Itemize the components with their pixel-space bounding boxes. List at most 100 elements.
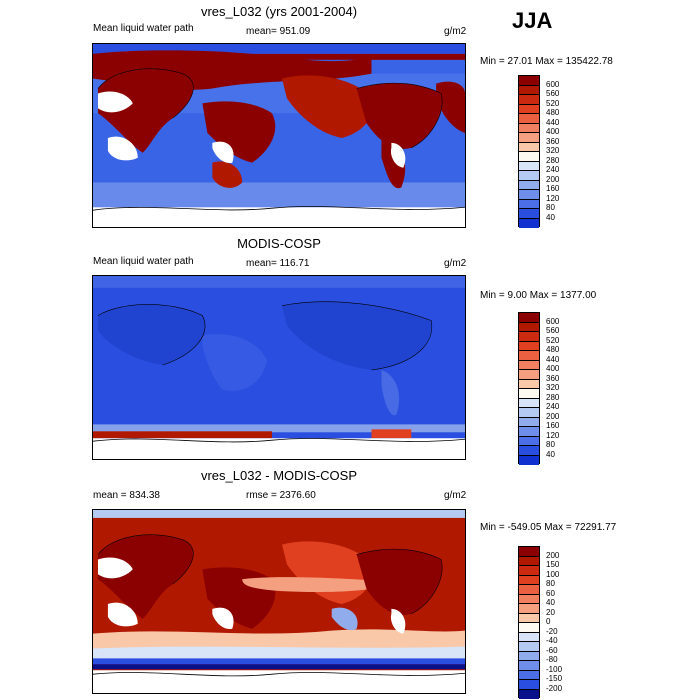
colorbar-swatch <box>519 417 539 427</box>
colorbar-level-label: 280 <box>546 392 560 402</box>
colorbar-level-label: -150 <box>546 674 563 683</box>
panel-3-colorbar <box>518 546 540 699</box>
colorbar-swatch <box>519 408 539 418</box>
colorbar-swatch <box>519 341 539 351</box>
panel-2-map <box>92 275 466 460</box>
panel-1-left-label: Mean liquid water path <box>93 23 194 34</box>
colorbar-swatch <box>519 379 539 389</box>
colorbar-swatch <box>519 651 539 661</box>
panel-1-map <box>92 43 466 228</box>
colorbar-level-label: 160 <box>546 184 560 193</box>
colorbar-swatch <box>519 604 539 614</box>
colorbar-level-label: 40 <box>546 212 555 222</box>
colorbar-level-label: 280 <box>546 155 560 165</box>
colorbar-level-label: -80 <box>546 655 558 664</box>
colorbar-swatch <box>519 632 539 642</box>
colorbar-level-label: 80 <box>546 579 555 588</box>
colorbar-swatch <box>519 218 539 228</box>
colorbar-swatch <box>519 313 539 323</box>
colorbar-swatch <box>519 171 539 181</box>
colorbar-level-label: 560 <box>546 326 560 335</box>
colorbar-level-label: 80 <box>546 440 555 449</box>
colorbar-swatch <box>519 152 539 162</box>
colorbar-swatch <box>519 114 539 124</box>
colorbar-level-label: 520 <box>546 335 560 345</box>
colorbar-level-label: 60 <box>546 588 555 598</box>
panel-2-units: g/m2 <box>444 258 467 269</box>
colorbar-level-label: 400 <box>546 364 560 373</box>
colorbar-swatch <box>519 76 539 86</box>
colorbar-swatch <box>519 436 539 446</box>
colorbar-swatch <box>519 351 539 361</box>
colorbar-level-label: 360 <box>546 373 560 383</box>
colorbar-swatch <box>519 661 539 671</box>
colorbar-level-label: 600 <box>546 79 560 89</box>
panel-3-stat: rmse = 2376.60 <box>246 490 316 501</box>
panel-3-map <box>92 509 466 694</box>
panel-1-title: vres_L032 (yrs 2001-2004) <box>200 4 358 19</box>
colorbar-level-label: 160 <box>546 421 560 430</box>
colorbar-level-label: 320 <box>546 383 560 392</box>
colorbar-swatch <box>519 427 539 437</box>
colorbar-swatch <box>519 209 539 219</box>
colorbar-swatch <box>519 585 539 595</box>
colorbar-swatch <box>519 360 539 370</box>
colorbar-swatch <box>519 104 539 114</box>
panel-2-left-label: Mean liquid water path <box>93 256 194 267</box>
colorbar-level-label: -40 <box>546 636 558 645</box>
colorbar-level-label: 80 <box>546 203 555 212</box>
colorbar-level-label: 400 <box>546 127 560 136</box>
colorbar-swatch <box>519 613 539 623</box>
panel-3-minmax: Min = -549.05 Max = 72291.77 <box>480 522 617 533</box>
panel-3-left-label: mean = 834.38 <box>93 490 160 501</box>
colorbar-level-label: 560 <box>546 89 560 98</box>
colorbar-swatch <box>519 95 539 105</box>
colorbar-level-label: 40 <box>546 449 555 459</box>
colorbar-level-label: 120 <box>546 430 560 440</box>
colorbar-level-label: 120 <box>546 193 560 203</box>
colorbar-level-label: 440 <box>546 117 560 127</box>
colorbar-swatch <box>519 370 539 380</box>
colorbar-swatch <box>519 547 539 557</box>
panel-2-colorbar <box>518 312 540 465</box>
colorbar-level-label: -200 <box>546 683 563 693</box>
panel-2-stat: mean= 116.71 <box>246 258 310 269</box>
colorbar-swatch <box>519 566 539 576</box>
colorbar-swatch <box>519 161 539 171</box>
colorbar-level-label: 150 <box>546 560 560 569</box>
colorbar-level-label: 0 <box>546 617 551 626</box>
colorbar-level-label: 440 <box>546 354 560 364</box>
panel-3-title: vres_L032 - MODIS-COSP <box>200 468 358 483</box>
colorbar-level-label: 320 <box>546 146 560 155</box>
colorbar-level-label: 200 <box>546 411 560 421</box>
colorbar-swatch <box>519 670 539 680</box>
colorbar-swatch <box>519 594 539 604</box>
colorbar-swatch <box>519 575 539 585</box>
colorbar-level-label: 200 <box>546 550 560 560</box>
colorbar-level-label: 100 <box>546 569 560 579</box>
colorbar-level-label: -60 <box>546 645 558 655</box>
colorbar-swatch <box>519 455 539 465</box>
colorbar-swatch <box>519 190 539 200</box>
colorbar-level-label: -20 <box>546 626 558 636</box>
panel-1-units: g/m2 <box>444 26 467 37</box>
colorbar-swatch <box>519 180 539 190</box>
colorbar-swatch <box>519 556 539 566</box>
colorbar-swatch <box>519 446 539 456</box>
colorbar-swatch <box>519 398 539 408</box>
colorbar-level-label: -100 <box>546 664 563 674</box>
colorbar-swatch <box>519 689 539 699</box>
panel-1-stat: mean= 951.09 <box>246 26 311 37</box>
panel-3-units: g/m2 <box>444 490 467 501</box>
colorbar-level-label: 240 <box>546 165 560 174</box>
colorbar-swatch <box>519 642 539 652</box>
colorbar-level-label: 520 <box>546 98 560 108</box>
colorbar-level-label: 480 <box>546 108 560 117</box>
panel-2-title: MODIS-COSP <box>237 236 321 251</box>
colorbar-swatch <box>519 623 539 633</box>
colorbar-swatch <box>519 332 539 342</box>
colorbar-level-label: 600 <box>546 316 560 326</box>
colorbar-swatch <box>519 123 539 133</box>
colorbar-level-label: 40 <box>546 598 555 607</box>
panel-2-minmax: Min = 9.00 Max = 1377.00 <box>480 290 597 301</box>
